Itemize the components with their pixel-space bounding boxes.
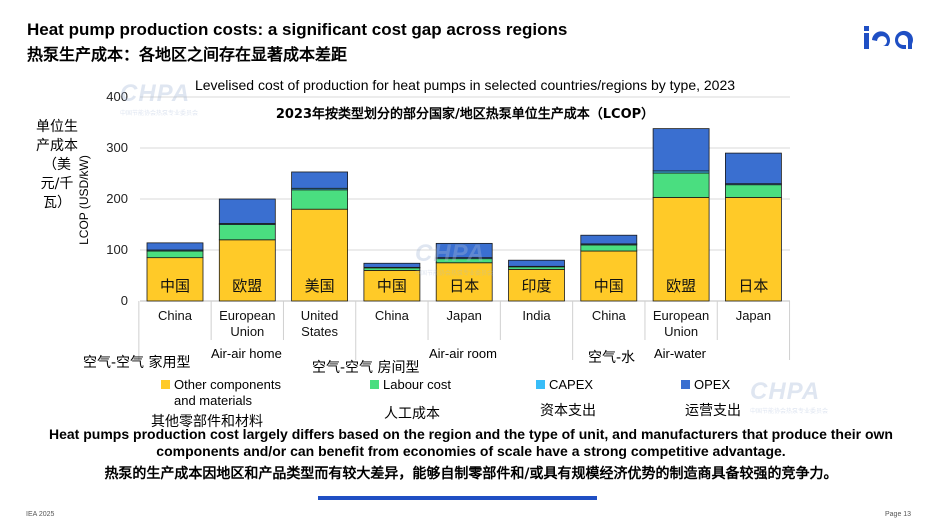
legend-label: Labour cost: [383, 377, 451, 392]
legend-label: OPEX: [694, 377, 731, 392]
group-label-zh: 空气-水: [588, 350, 636, 366]
bar-segment-labour: [218, 224, 276, 241]
bar-label-zh: 欧盟: [232, 277, 262, 295]
legend-label-zh: 运营支出: [685, 403, 741, 419]
legend-item-opex: OPEX: [681, 377, 730, 392]
group-label: Air-air room: [429, 346, 497, 361]
accent-bar: [318, 496, 597, 500]
group-label: Air-water: [654, 346, 707, 361]
x-tick-label: Union: [664, 324, 698, 339]
y-tick-label: 100: [106, 242, 128, 257]
bar-segment-labour: [146, 250, 204, 259]
bar-label-zh: 中国: [160, 277, 190, 295]
bar-segment-other: [580, 250, 638, 302]
x-tick-label: Japan: [446, 308, 481, 323]
watermark: CHPA 中国节能协会热泵专业委员会: [120, 80, 199, 117]
bar-segment-opex: [652, 128, 710, 172]
bar-segment-labour: [652, 172, 710, 198]
x-tick-label: European: [653, 308, 709, 323]
bar-segment-opex: [363, 262, 421, 268]
legend-swatch: [536, 380, 545, 389]
note-en: Heat pumps production cost largely diffe…: [49, 426, 893, 459]
bar-label-zh: 美国: [305, 277, 335, 295]
bar-segment-other: [435, 262, 493, 302]
legend-swatch: [681, 380, 690, 389]
legend-label-zh: 资本支出: [540, 403, 596, 419]
bar-label-zh: 日本: [449, 277, 479, 295]
bar-segment-opex: [291, 171, 349, 189]
bar-label-zh: 中国: [377, 277, 407, 295]
bar-label-zh: 欧盟: [666, 277, 696, 295]
bar-label-zh: 日本: [738, 277, 768, 295]
legend-label-zh: 其他零部件和材料: [151, 414, 263, 430]
footer-source: IEA 2025: [26, 511, 55, 518]
bar-segment-opex: [218, 198, 276, 224]
legend-swatch: [370, 380, 379, 389]
bar-segment-labour: [580, 244, 638, 252]
page-number: Page 13: [885, 511, 912, 518]
x-tick-label: United: [301, 308, 339, 323]
x-tick-label: States: [301, 324, 338, 339]
bar-segment-other: [508, 268, 565, 302]
y-tick-label: 200: [106, 191, 128, 206]
bar-segment-opex: [508, 259, 565, 267]
y-tick-label: 300: [106, 140, 128, 155]
group-label: Air-air home: [211, 346, 282, 361]
legend-label-zh: 人工成本: [384, 406, 440, 422]
y-axis-label-zh: 单位生产成本（美元/千瓦）: [36, 119, 78, 211]
page-title: Heat pump production costs: a significan…: [27, 20, 568, 39]
legend-label: CAPEX: [549, 377, 594, 392]
x-tick-label: China: [375, 308, 410, 323]
x-tick-label: India: [522, 308, 551, 323]
legend-label: Other components and materials: [174, 377, 281, 408]
page-title-zh: 热泵生产成本：各地区之间存在显著成本差距: [27, 45, 348, 64]
note-zh: 热泵的生产成本因地区和产品类型而有较大差异，能够自制零部件和/或具有规模经济优势…: [104, 466, 838, 482]
legend-item-capex: CAPEX: [536, 377, 593, 392]
watermark: CHPA 中国节能协会热泵专业委员会: [415, 240, 494, 277]
bar-segment-opex: [725, 152, 782, 185]
bar-segment-opex: [580, 234, 638, 245]
x-tick-label: Union: [230, 324, 264, 339]
x-tick-label: European: [219, 308, 275, 323]
bar-segment-other: [146, 257, 204, 302]
group-label-zh: 空气-空气 家用型: [83, 355, 191, 371]
chart-title: Levelised cost of production for heat pu…: [194, 77, 736, 93]
watermark: CHPA 中国节能协会热泵专业委员会: [750, 378, 829, 415]
bar-segment-labour: [291, 189, 349, 210]
y-tick-label: 400: [106, 89, 128, 104]
bar-segment-opex: [435, 242, 493, 259]
iea-logo: [864, 26, 913, 49]
y-tick-label: 0: [121, 293, 128, 308]
bar-segment-other: [363, 269, 421, 302]
bar-label-zh: 印度: [521, 277, 551, 295]
legend-swatch: [161, 380, 170, 389]
bar-segment-labour: [725, 184, 782, 198]
legend-item-other: Other components and materials: [161, 377, 321, 409]
x-tick-label: China: [158, 308, 193, 323]
x-tick-label: Japan: [736, 308, 771, 323]
bar-label-zh: 中国: [594, 277, 624, 295]
bar-segment-opex: [146, 242, 204, 251]
group-label-zh: 空气-空气 房间型: [312, 360, 420, 376]
chart-subtitle-zh: 2023年按类型划分的部分国家/地区热泵单位生产成本（LCOP）: [275, 107, 655, 122]
legend-item-labour: Labour cost: [370, 377, 451, 392]
x-tick-label: China: [592, 308, 627, 323]
